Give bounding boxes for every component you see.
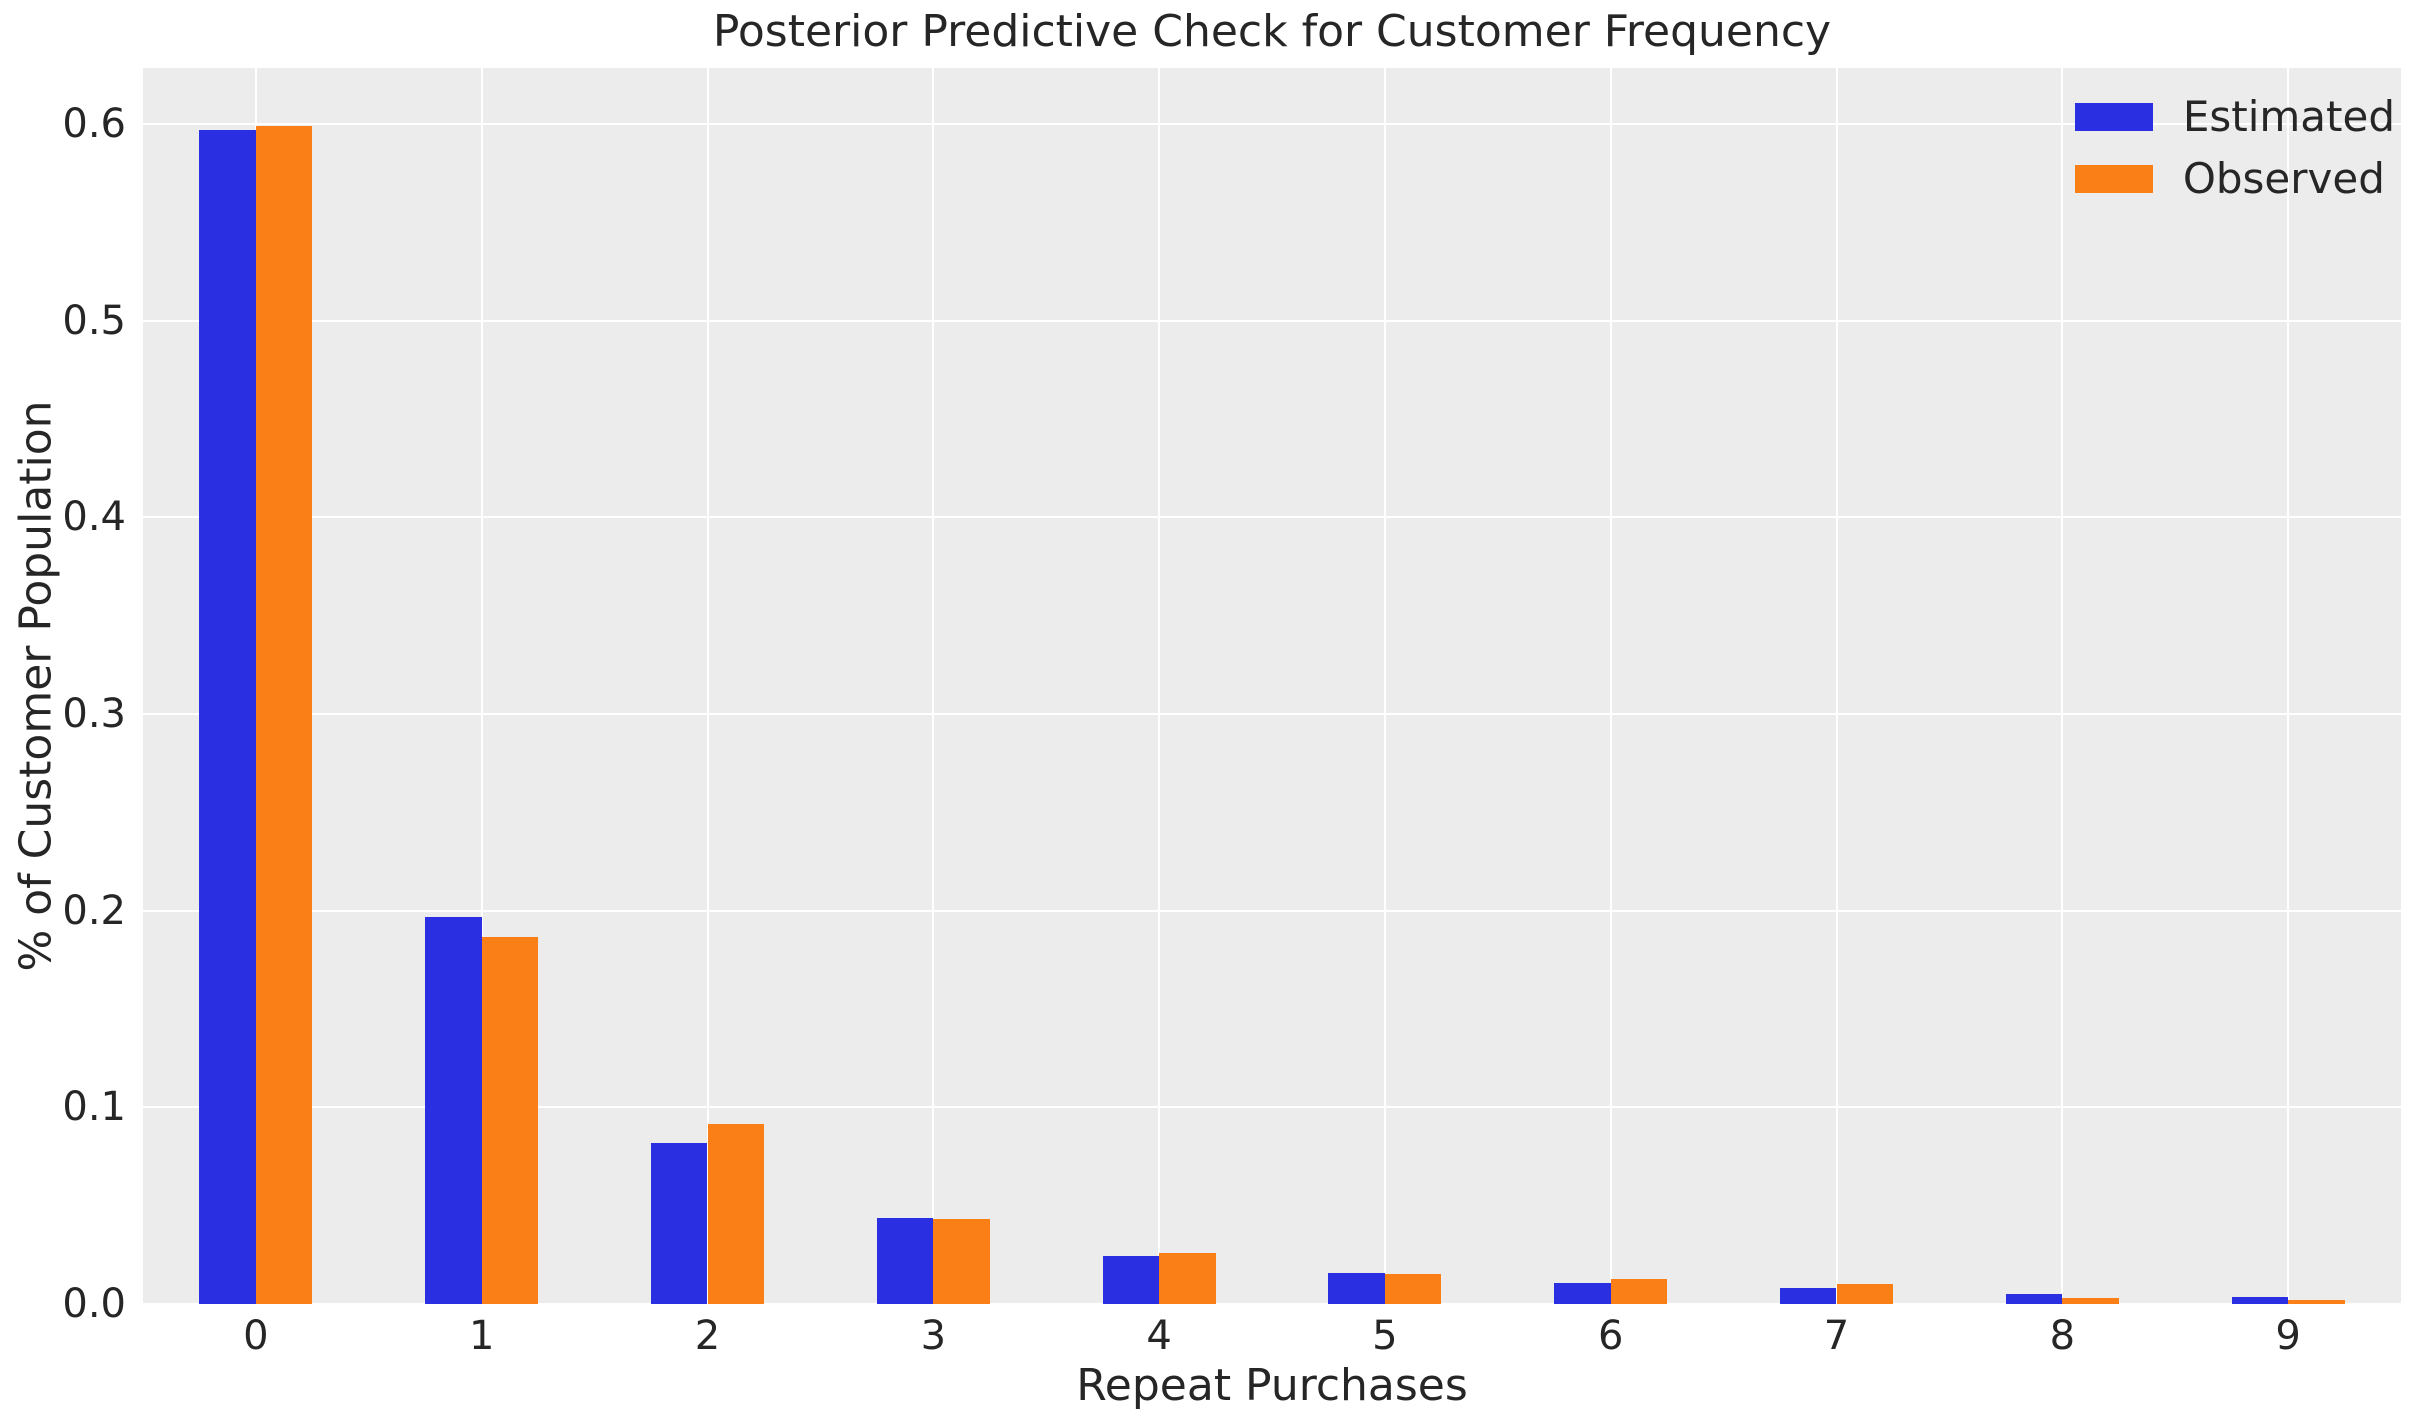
x-tick-4: 4 bbox=[1146, 1313, 1172, 1359]
plot-area bbox=[143, 68, 2401, 1304]
legend-item-observed: Observed bbox=[2074, 154, 2395, 204]
bar-observed-0 bbox=[255, 126, 313, 1304]
chart-title: Posterior Predictive Check for Customer … bbox=[712, 6, 1832, 57]
bar-observed-6 bbox=[1610, 1279, 1668, 1304]
legend: Estimated Observed bbox=[2074, 92, 2395, 204]
legend-label-observed: Observed bbox=[2182, 154, 2385, 203]
x-tick-2: 2 bbox=[694, 1313, 721, 1359]
bar-estimated-8 bbox=[2005, 1294, 2063, 1304]
legend-swatch-observed bbox=[2074, 165, 2153, 193]
gridline-horizontal-0.4 bbox=[143, 516, 2401, 519]
bar-estimated-7 bbox=[1780, 1288, 1837, 1304]
gridline-vertical-2 bbox=[706, 68, 709, 1304]
y-tick-0.4: 0.4 bbox=[62, 494, 126, 541]
y-tick-0.2: 0.2 bbox=[62, 887, 126, 934]
legend-swatch-estimated bbox=[2074, 103, 2153, 131]
bar-observed-4 bbox=[1159, 1252, 1216, 1304]
y-tick-0.5: 0.5 bbox=[62, 297, 126, 344]
bar-observed-5 bbox=[1384, 1273, 1442, 1304]
x-tick-0: 0 bbox=[243, 1313, 269, 1359]
x-tick-8: 8 bbox=[2049, 1313, 2076, 1359]
gridline-vertical-7 bbox=[1835, 68, 1838, 1304]
legend-item-estimated: Estimated bbox=[2074, 92, 2395, 142]
bar-observed-3 bbox=[933, 1219, 990, 1304]
gridline-horizontal-0.2 bbox=[143, 909, 2401, 912]
x-tick-3: 3 bbox=[920, 1313, 947, 1359]
bar-estimated-0 bbox=[199, 129, 256, 1304]
bar-estimated-4 bbox=[1102, 1255, 1160, 1304]
gridline-horizontal-0.6 bbox=[143, 123, 2401, 126]
y-tick-0.1: 0.1 bbox=[62, 1084, 126, 1131]
gridline-horizontal-0.5 bbox=[143, 319, 2401, 322]
gridline-vertical-6 bbox=[1609, 68, 1612, 1304]
bar-observed-1 bbox=[481, 937, 539, 1304]
legend-label-estimated: Estimated bbox=[2182, 92, 2395, 141]
gridline-vertical-1 bbox=[480, 68, 483, 1304]
bar-observed-2 bbox=[707, 1124, 764, 1304]
bar-estimated-2 bbox=[651, 1142, 708, 1304]
gridline-vertical-3 bbox=[932, 68, 935, 1304]
gridline-horizontal-0.1 bbox=[143, 1106, 2401, 1109]
gridline-vertical-9 bbox=[2287, 68, 2290, 1304]
x-axis-label: Repeat Purchases bbox=[1076, 1360, 1468, 1411]
x-tick-5: 5 bbox=[1372, 1313, 1398, 1359]
x-tick-1: 1 bbox=[468, 1313, 495, 1359]
gridline-vertical-4 bbox=[1158, 68, 1161, 1304]
y-tick-0.0: 0.0 bbox=[62, 1281, 126, 1327]
bar-estimated-1 bbox=[425, 916, 482, 1304]
y-tick-0.3: 0.3 bbox=[62, 691, 126, 738]
gridline-vertical-5 bbox=[1383, 68, 1386, 1304]
x-tick-6: 6 bbox=[1597, 1313, 1624, 1359]
bar-estimated-9 bbox=[2231, 1297, 2289, 1304]
gridline-horizontal-0.0 bbox=[143, 1303, 2401, 1304]
y-tick-0.6: 0.6 bbox=[62, 101, 126, 148]
bar-observed-7 bbox=[1836, 1284, 1893, 1304]
x-tick-7: 7 bbox=[1823, 1313, 1850, 1359]
bar-observed-9 bbox=[2288, 1300, 2345, 1304]
x-tick-9: 9 bbox=[2275, 1313, 2301, 1359]
bar-observed-8 bbox=[2062, 1298, 2119, 1304]
bar-estimated-3 bbox=[876, 1218, 934, 1304]
bar-estimated-6 bbox=[1554, 1283, 1611, 1304]
gridline-horizontal-0.3 bbox=[143, 713, 2401, 716]
bar-estimated-5 bbox=[1328, 1272, 1385, 1304]
gridline-vertical-8 bbox=[2061, 68, 2064, 1304]
